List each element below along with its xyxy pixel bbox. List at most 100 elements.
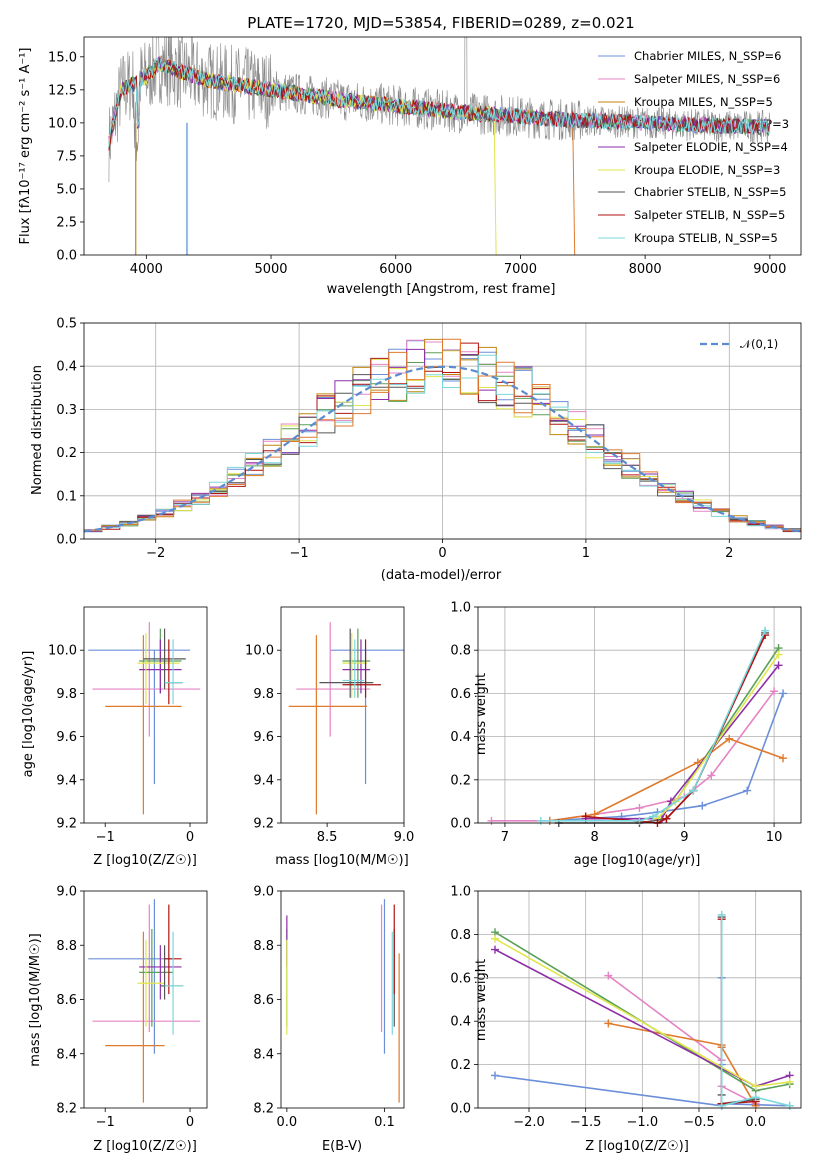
y-tick-label: 0.8 — [450, 928, 471, 943]
y-tick-label: 10.0 — [48, 644, 77, 659]
xlabel: Z [log10(Z/Z☉)] — [93, 853, 197, 868]
y-tick-label: 9.2 — [253, 817, 274, 832]
axes-frame — [280, 890, 405, 1109]
data-point — [491, 945, 499, 954]
errorbars — [286, 899, 400, 1103]
legend-entry: Salpeter STELIB, N_SSP=5 — [634, 208, 785, 222]
x-tick-label: 0.1 — [374, 1115, 395, 1130]
x-tick-label: 8000 — [629, 262, 662, 277]
y-tick-label: 9.8 — [253, 687, 274, 702]
y-tick-label: 0.4 — [450, 1015, 471, 1030]
y-tick-label: 8.4 — [56, 1047, 77, 1062]
y-tick-label: 8.6 — [56, 993, 77, 1008]
x-tick-label: −2.0 — [513, 1115, 545, 1130]
ylabel: Normed distribution — [30, 365, 45, 495]
y-tick-label: 9.6 — [253, 730, 274, 745]
series-line — [607, 974, 757, 1105]
legend-entry: Chabrier MILES, N_SSP=6 — [634, 49, 781, 63]
y-tick-label: 9.0 — [56, 885, 77, 900]
y-tick-label: 0.0 — [450, 1102, 471, 1117]
ylabel: Flux [fλ10⁻¹⁷ erg cm⁻² s⁻¹ A⁻¹] — [18, 48, 33, 245]
xlabel: E(B-V) — [322, 1139, 362, 1154]
data-point — [779, 689, 788, 698]
legend-entry: Chabrier STELIB, N_SSP=5 — [634, 185, 786, 199]
y-tick-label: 15.0 — [48, 50, 77, 65]
y-tick-label: 12.5 — [48, 83, 77, 98]
data-point — [662, 814, 671, 823]
y-tick-label: 0.4 — [56, 360, 77, 375]
ylabel: age [log10(age/yr)] — [21, 651, 36, 778]
legend-entry: Kroupa MILES, N_SSP=5 — [634, 95, 773, 109]
gaussian-curve — [83, 365, 802, 533]
data-point — [751, 1093, 760, 1102]
data-point — [604, 1019, 613, 1028]
y-tick-label: 10.0 — [48, 116, 77, 131]
residuals-legend-entry: 𝒩(0,1) — [740, 337, 778, 351]
data-point — [743, 786, 752, 795]
x-tick-label: 9000 — [753, 262, 786, 277]
y-tick-label: 0.5 — [56, 317, 77, 332]
xlabel: wavelength [Angstrom, rest frame] — [327, 282, 556, 297]
x-tick-label: −1 — [96, 1115, 115, 1130]
y-tick-label: 9.8 — [56, 687, 77, 702]
data-point — [785, 1077, 794, 1086]
legend-entry: Salpeter MILES, N_SSP=6 — [634, 72, 780, 86]
y-tick-label: 0.4 — [450, 730, 471, 745]
model-spectrum-line — [108, 57, 771, 147]
ylabel: mass [log10(M/M☉)] — [28, 933, 43, 1066]
data-point — [536, 816, 545, 825]
data-point — [751, 1082, 760, 1091]
x-tick-label: 0.0 — [277, 1115, 298, 1130]
data-point — [491, 1071, 499, 1080]
y-tick-label: 0.0 — [56, 249, 77, 264]
data-point — [725, 734, 734, 743]
x-tick-label: 9.0 — [394, 830, 415, 845]
series-line — [585, 664, 780, 820]
x-tick-label: −1 — [96, 830, 115, 845]
y-tick-label: 10.0 — [245, 644, 274, 659]
y-tick-label: 9.6 — [56, 730, 77, 745]
data-point — [761, 626, 770, 635]
axes-panel-mass-weight-vs-Z: −2.0 −1.5 −1.0 −0.5 0.0 0.0 0.2 0.4 0.6 0.8 1.0 — [450, 885, 801, 1130]
xlabel: (data-model)/error — [381, 568, 502, 583]
legend-entry: Kroupa ELODIE, N_SSP=3 — [634, 163, 780, 177]
axes-frame — [83, 322, 802, 540]
data-point — [635, 816, 644, 825]
data-point — [693, 758, 702, 767]
x-tick-label: 1 — [582, 546, 590, 561]
x-tick-label: 8.5 — [317, 830, 338, 845]
y-tick-label: 0.6 — [450, 687, 471, 702]
x-tick-label: −2 — [146, 546, 165, 561]
y-tick-label: 0.6 — [450, 971, 471, 986]
series-line — [549, 693, 784, 822]
x-tick-label: −1 — [290, 546, 309, 561]
axes-panel-mass-vs-ebv: 0.0 0.1 8.2 8.4 8.6 8.8 9.0 — [253, 885, 395, 1131]
y-tick-label: 0.0 — [56, 533, 77, 548]
legend-entry: Kroupa STELIB, N_SSP=5 — [634, 231, 778, 245]
y-tick-label: 8.2 — [253, 1102, 274, 1117]
series-line — [656, 647, 780, 820]
x-tick-label: 7000 — [504, 262, 537, 277]
x-tick-label: 7 — [501, 830, 509, 845]
data-point — [717, 1101, 726, 1110]
data-point — [491, 934, 499, 943]
x-tick-label: −1.5 — [570, 1115, 602, 1130]
series-line — [491, 690, 775, 822]
y-tick-label: 0.1 — [56, 489, 77, 504]
y-tick-label: 8.8 — [56, 939, 77, 954]
xlabel: mass [log10(M/M☉)] — [275, 853, 408, 868]
ylabel: mass weight — [474, 673, 489, 755]
x-tick-label: 8 — [590, 830, 598, 845]
data-point — [785, 1101, 794, 1110]
errorbars — [288, 622, 404, 815]
data-point — [635, 803, 644, 812]
y-tick-label: 0.3 — [56, 403, 77, 418]
axes-frame — [280, 606, 405, 824]
y-tick-label: 9.4 — [253, 773, 274, 788]
data-point — [770, 687, 779, 696]
series-line — [720, 914, 790, 1107]
data-point — [779, 754, 788, 763]
y-tick-label: 9.4 — [56, 773, 77, 788]
y-tick-label: 1.0 — [450, 885, 471, 900]
x-tick-label: 5000 — [254, 262, 287, 277]
